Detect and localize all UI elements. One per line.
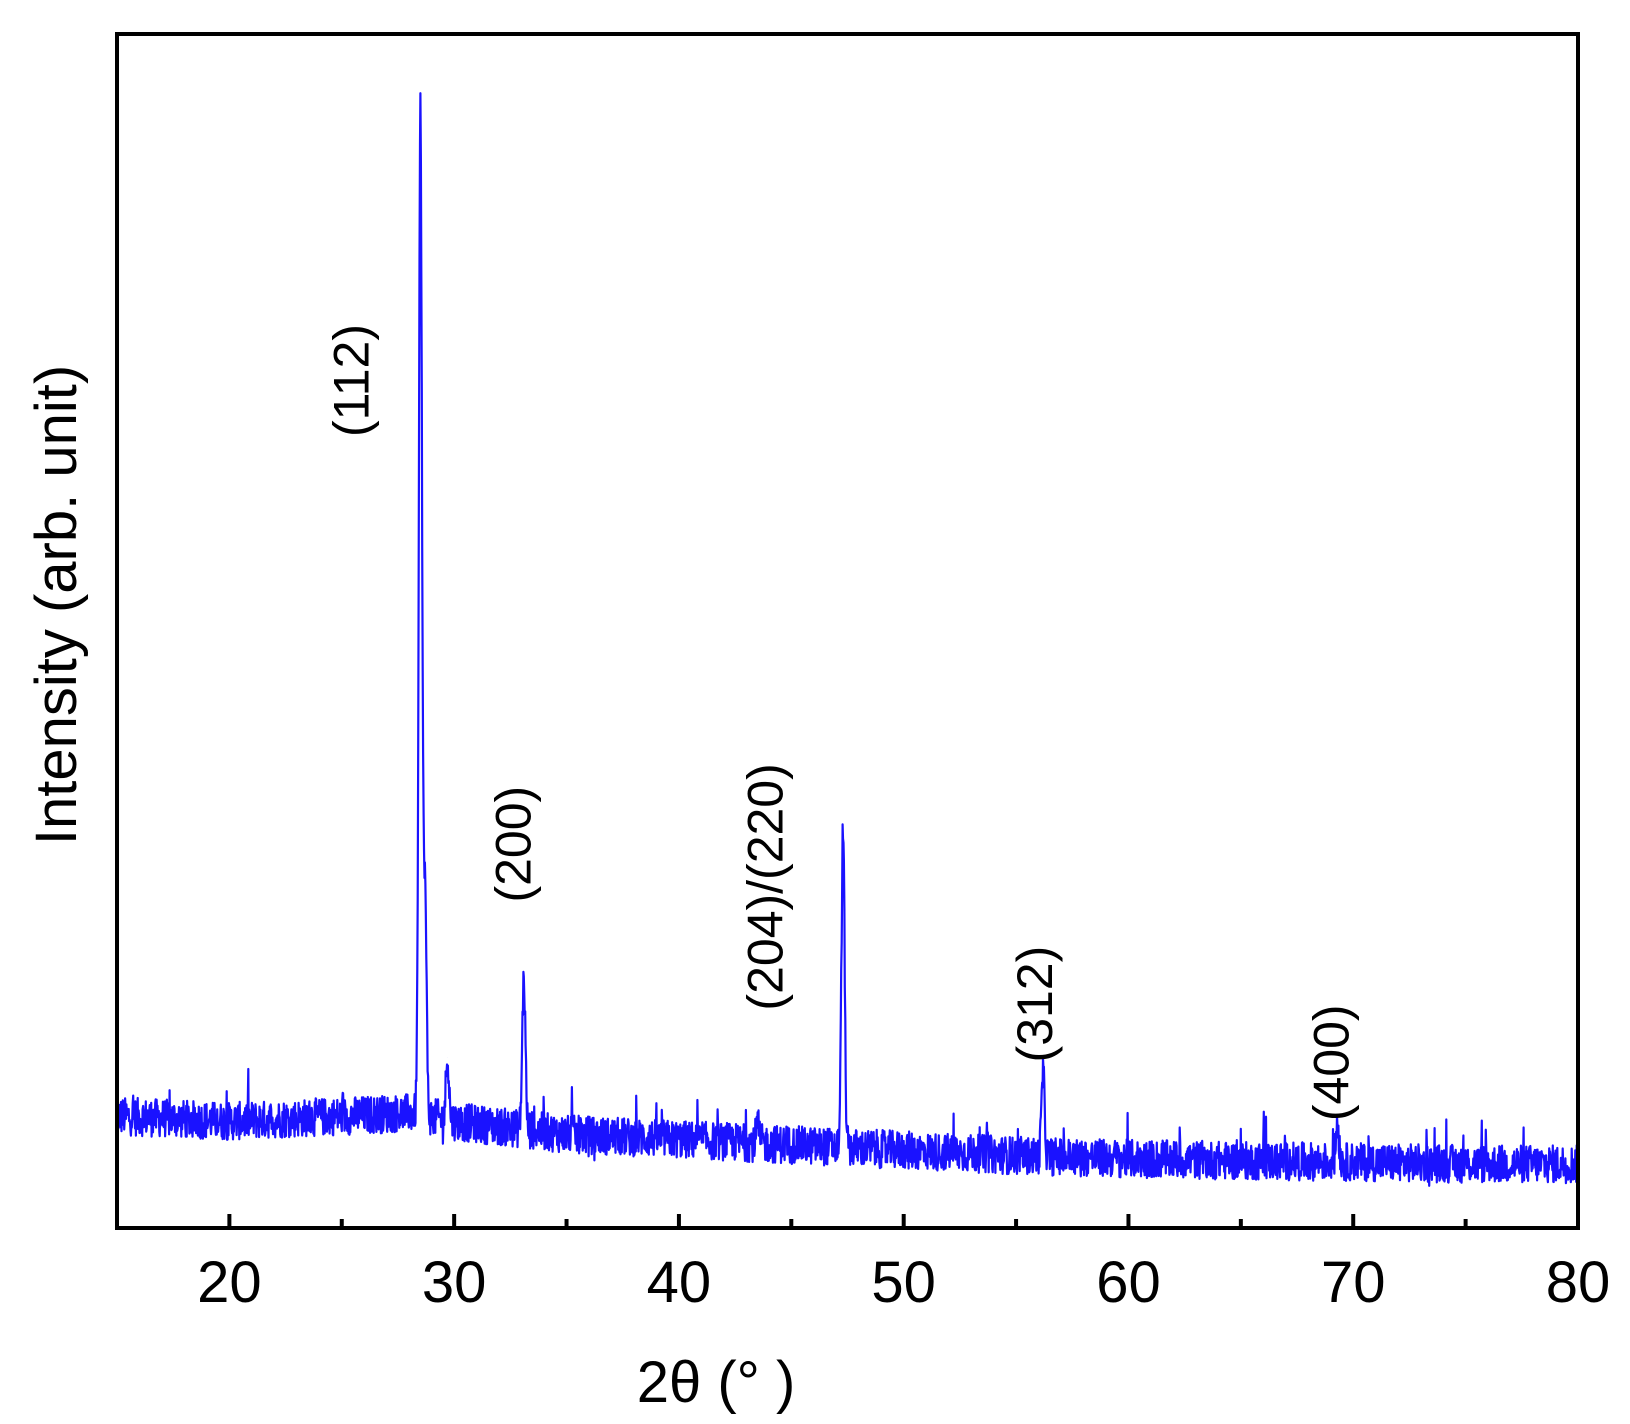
x-tick-label: 30: [422, 1250, 487, 1315]
x-tick-label: 50: [871, 1250, 936, 1315]
series-layer: [115, 92, 1580, 1187]
x-tick-label: 60: [1096, 1250, 1161, 1315]
plot-frame: [115, 32, 1580, 1230]
x-axis-title: 2θ (° ): [637, 1350, 796, 1415]
labels-layer: (112) (200) (204)/(220) (312) (400): [324, 324, 1360, 1121]
peak-annotation: (204)/(220): [737, 763, 793, 1010]
axes-layer: 20 30 40 50 60 70 80: [115, 32, 1611, 1315]
peak-annotation: (400): [1304, 1004, 1360, 1121]
xrd-series-line: [115, 92, 1580, 1187]
peak-annotation: (112): [324, 324, 380, 437]
x-tick-label: 80: [1546, 1250, 1611, 1315]
peak-annotation: (312): [1007, 946, 1063, 1063]
y-axis-title: Intensity (arb. unit): [24, 365, 89, 845]
x-tick-label: 70: [1321, 1250, 1386, 1315]
x-tick-label: 20: [197, 1250, 262, 1315]
peak-annotation: (200): [486, 786, 542, 903]
x-tick-label: 40: [647, 1250, 712, 1315]
